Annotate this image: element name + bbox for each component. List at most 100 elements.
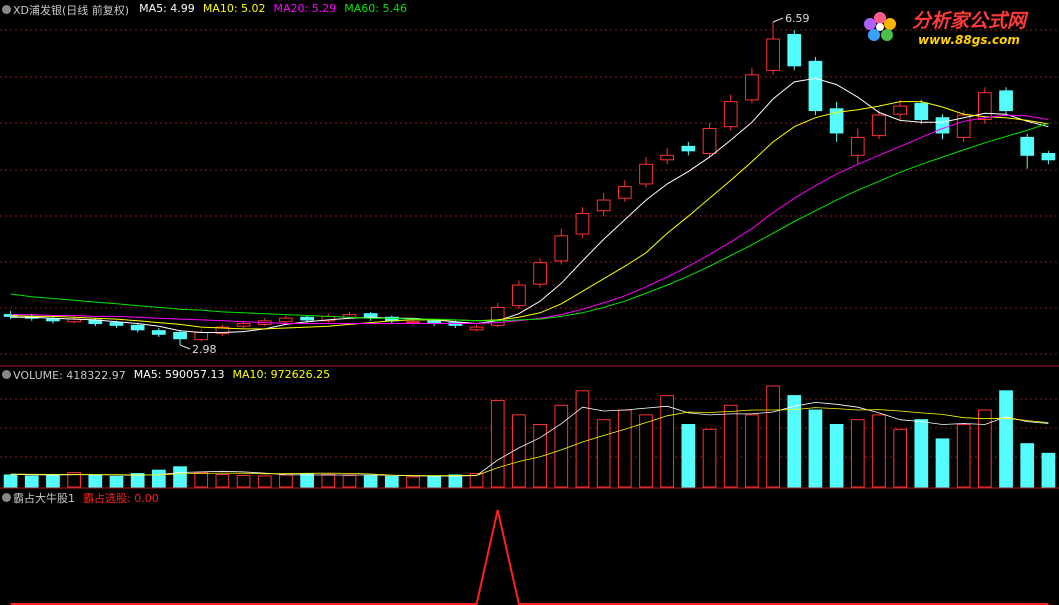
line-series	[10, 114, 1049, 324]
volume-bar	[469, 473, 484, 488]
candle-body	[173, 331, 187, 340]
volume-bar	[67, 472, 81, 488]
volume-bar	[639, 414, 653, 488]
candle-body	[554, 235, 569, 262]
volume-bar	[46, 473, 60, 488]
candle-body	[702, 127, 717, 155]
volume-bar	[1041, 452, 1056, 488]
volume-bar	[978, 409, 992, 488]
candle-body	[808, 60, 823, 112]
volume-bar	[342, 474, 357, 488]
volume-bar	[660, 395, 675, 488]
volume-bar	[829, 423, 844, 488]
logo	[864, 12, 896, 41]
annotation: 6.59	[785, 12, 810, 25]
candle-body	[215, 326, 230, 334]
volume-bar	[956, 423, 971, 488]
candle-body	[829, 108, 844, 134]
volume-bar	[850, 419, 865, 488]
candle-body	[130, 324, 145, 331]
watermark-title: 分析家公式网	[912, 10, 1027, 32]
volume-bar	[872, 414, 886, 488]
price-title: XD浦发银(日线 前复权)	[13, 4, 130, 17]
candle-body	[999, 90, 1013, 112]
candle-body	[279, 317, 293, 323]
watermark: 分析家公式网 www.88gs.com	[912, 6, 1026, 47]
volume-bar	[173, 466, 187, 488]
candle-body	[533, 262, 547, 285]
legend-entry: MA5: 590057.13	[133, 368, 225, 381]
legend-entry: MA20: 5.29	[273, 2, 337, 15]
candle-body	[639, 163, 653, 185]
candle-body	[872, 114, 886, 137]
volume-bar	[935, 438, 950, 488]
ma-legend: MA5: 4.99 MA10: 5.02 MA20: 5.29 MA60: 5.…	[139, 2, 407, 18]
volume-bar	[617, 409, 632, 488]
line-series	[10, 407, 1049, 477]
line-series	[10, 401, 1049, 477]
volume-bar	[702, 428, 717, 488]
candle-body	[745, 74, 759, 101]
candle-body	[617, 186, 632, 199]
candle-body	[850, 136, 865, 156]
volume-bar	[215, 473, 230, 488]
volume-bar	[406, 476, 420, 488]
grid	[0, 29, 1059, 458]
watermark-url: www.88gs.com	[918, 33, 1020, 47]
candle-body	[978, 92, 992, 121]
volume-bar	[512, 414, 526, 488]
volume-bar	[533, 423, 547, 488]
candle-body	[681, 145, 696, 152]
legend-entry: MA60: 5.46	[344, 2, 407, 15]
candle-body	[766, 38, 780, 71]
candle-body	[236, 323, 251, 327]
volume-title: VOLUME: 418322.97	[13, 369, 126, 382]
candle-body	[109, 322, 124, 326]
candle-body	[1041, 153, 1056, 161]
volume-bar	[1020, 443, 1035, 488]
volume-bar	[109, 475, 124, 488]
line-series	[10, 77, 1049, 333]
annotation-pointer	[179, 344, 191, 350]
annotation: 2.98	[192, 343, 217, 356]
volume-legend: VOLUME: 418322.97 MA5: 590057.13 MA10: 9…	[0, 368, 330, 382]
volume-bar	[236, 474, 251, 488]
volume-bar	[257, 475, 272, 488]
legend-entry: MA10: 5.02	[202, 2, 266, 15]
candle-body	[914, 102, 929, 121]
volume-bar	[596, 419, 611, 488]
volume-bar	[448, 474, 463, 488]
candle-body	[469, 326, 484, 331]
line-series	[10, 122, 1049, 322]
volume-bar	[575, 390, 590, 488]
volume-bar	[999, 390, 1013, 488]
volume-bar	[24, 475, 39, 488]
annotation-pointer	[772, 17, 784, 23]
volume-bar	[766, 385, 780, 488]
candle-body	[512, 284, 526, 307]
candle-body	[660, 154, 675, 161]
price-legend: XD浦发银(日线 前复权) MA5: 4.99 MA10: 5.02 MA20:…	[0, 2, 407, 18]
panel-title: 霸占大牛股1	[0, 490, 75, 506]
volume-bar	[893, 428, 908, 488]
candle-body	[893, 105, 908, 115]
candle-body	[300, 316, 314, 321]
volume-bar	[490, 399, 505, 488]
volume-bar	[194, 472, 209, 488]
panel-title: VOLUME: 418322.97	[0, 368, 126, 382]
volume-bar	[88, 474, 103, 488]
candle-body	[1020, 136, 1035, 156]
volume-bar	[914, 419, 929, 488]
volume-bar	[808, 409, 823, 488]
candle-body	[46, 318, 60, 322]
volume-bar	[130, 473, 145, 488]
volume-bar	[151, 469, 166, 488]
volume-bar	[279, 474, 293, 488]
volume-bar	[321, 473, 336, 488]
volume-bar	[363, 475, 378, 488]
line-series	[10, 509, 1049, 605]
volume-bar	[384, 475, 399, 488]
line-series	[10, 101, 1049, 330]
candle-body	[596, 199, 611, 212]
